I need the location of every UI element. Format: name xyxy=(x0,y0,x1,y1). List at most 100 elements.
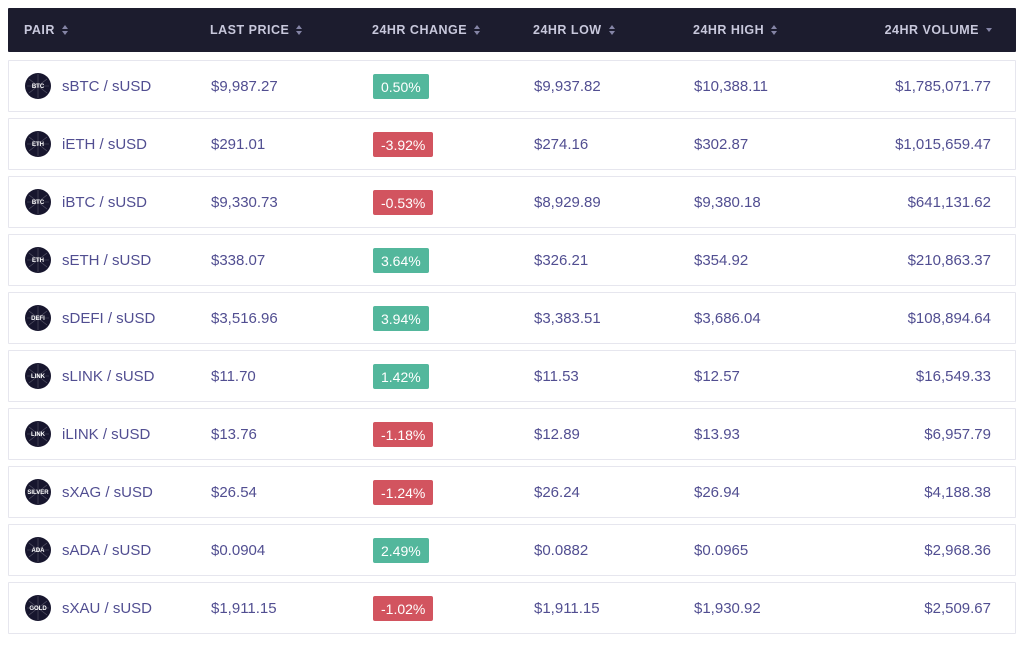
pair-cell: LINK iLINK / sUSD xyxy=(25,421,211,447)
change-badge: -1.02% xyxy=(373,595,434,621)
column-header-last-price[interactable]: LAST PRICE xyxy=(210,23,372,37)
column-header-label: 24HR VOLUME xyxy=(884,23,979,37)
pair-label: iETH / sUSD xyxy=(62,135,148,153)
column-header-24hr-low[interactable]: 24HR LOW xyxy=(533,23,693,37)
table-row[interactable]: LINK sLINK / sUSD $11.70 1.42% $11.53 $1… xyxy=(8,350,1016,402)
pair-cell: ADA sADA / sUSD xyxy=(25,537,211,563)
change-cell: 2.49% xyxy=(373,537,534,563)
column-header-label: 24HR LOW xyxy=(533,23,602,37)
table-row[interactable]: BTC sBTC / sUSD $9,987.27 0.50% $9,937.8… xyxy=(8,60,1016,112)
sort-updown-icon xyxy=(296,25,303,35)
table-row[interactable]: GOLD sXAU / sUSD $1,911.15 -1.02% $1,911… xyxy=(8,582,1016,634)
sort-desc-icon xyxy=(986,28,992,32)
svg-text:ETH: ETH xyxy=(32,142,44,148)
volume-cell: $641,131.62 xyxy=(907,193,991,211)
low-cell: $26.24 xyxy=(534,483,580,501)
svg-text:SILVER: SILVER xyxy=(27,490,49,496)
svg-text:DEFI: DEFI xyxy=(31,316,45,322)
currency-icon: ETH xyxy=(25,247,51,273)
currency-icon: LINK xyxy=(25,363,51,389)
last-price-cell: $9,987.27 xyxy=(211,77,278,95)
change-cell: -1.18% xyxy=(373,421,534,447)
pair-label: sBTC / sUSD xyxy=(62,77,152,95)
currency-icon: BTC xyxy=(25,73,51,99)
pair-cell: LINK sLINK / sUSD xyxy=(25,363,211,389)
change-cell: 3.94% xyxy=(373,305,534,331)
column-header-label: LAST PRICE xyxy=(210,23,290,37)
pair-cell: ETH iETH / sUSD xyxy=(25,131,211,157)
column-header-24hr-high[interactable]: 24HR HIGH xyxy=(693,23,869,37)
volume-cell: $6,957.79 xyxy=(924,425,991,443)
change-badge: -3.92% xyxy=(373,131,434,157)
pair-cell: BTC sBTC / sUSD xyxy=(25,73,211,99)
pair-label: iBTC / sUSD xyxy=(62,193,148,211)
pair-cell: ETH sETH / sUSD xyxy=(25,247,211,273)
pair-label: sXAG / sUSD xyxy=(62,483,153,501)
column-header-24hr-change[interactable]: 24HR CHANGE xyxy=(372,23,533,37)
currency-icon: BTC xyxy=(25,189,51,215)
currency-icon: DEFI xyxy=(25,305,51,331)
svg-text:GOLD: GOLD xyxy=(29,606,47,612)
sort-updown-icon xyxy=(608,25,615,35)
table-row[interactable]: BTC iBTC / sUSD $9,330.73 -0.53% $8,929.… xyxy=(8,176,1016,228)
change-badge: -0.53% xyxy=(373,189,434,215)
pair-label: iLINK / sUSD xyxy=(62,425,151,443)
column-header-label: PAIR xyxy=(24,23,55,37)
table-row[interactable]: ETH sETH / sUSD $338.07 3.64% $326.21 $3… xyxy=(8,234,1016,286)
table-header: PAIR LAST PRICE 24HR CHANGE 24HR LOW 24H… xyxy=(8,8,1016,52)
change-badge: -1.24% xyxy=(373,479,434,505)
currency-icon: LINK xyxy=(25,421,51,447)
table-row[interactable]: ADA sADA / sUSD $0.0904 2.49% $0.0882 $0… xyxy=(8,524,1016,576)
column-header-pair[interactable]: PAIR xyxy=(24,23,210,37)
svg-text:LINK: LINK xyxy=(31,432,46,438)
low-cell: $326.21 xyxy=(534,251,589,269)
volume-cell: $1,785,071.77 xyxy=(895,77,991,95)
change-badge: 3.94% xyxy=(373,305,429,331)
table-row[interactable]: LINK iLINK / sUSD $13.76 -1.18% $12.89 $… xyxy=(8,408,1016,460)
change-badge: 2.49% xyxy=(373,537,429,563)
last-price-cell: $13.76 xyxy=(211,425,257,443)
low-cell: $8,929.89 xyxy=(534,193,601,211)
last-price-cell: $9,330.73 xyxy=(211,193,278,211)
pair-label: sADA / sUSD xyxy=(62,541,152,559)
high-cell: $9,380.18 xyxy=(694,193,761,211)
high-cell: $1,930.92 xyxy=(694,599,761,617)
low-cell: $12.89 xyxy=(534,425,580,443)
table-row[interactable]: DEFI sDEFI / sUSD $3,516.96 3.94% $3,383… xyxy=(8,292,1016,344)
high-cell: $26.94 xyxy=(694,483,740,501)
last-price-cell: $0.0904 xyxy=(211,541,266,559)
volume-cell: $4,188.38 xyxy=(924,483,991,501)
pair-cell: GOLD sXAU / sUSD xyxy=(25,595,211,621)
column-header-24hr-volume[interactable]: 24HR VOLUME xyxy=(869,23,992,37)
last-price-cell: $338.07 xyxy=(211,251,266,269)
sort-updown-icon xyxy=(474,25,481,35)
sort-updown-icon xyxy=(771,25,778,35)
low-cell: $3,383.51 xyxy=(534,309,601,327)
low-cell: $11.53 xyxy=(534,367,579,385)
pair-label: sXAU / sUSD xyxy=(62,599,153,617)
low-cell: $9,937.82 xyxy=(534,77,601,95)
column-header-label: 24HR HIGH xyxy=(693,23,765,37)
volume-cell: $210,863.37 xyxy=(907,251,991,269)
table-row[interactable]: SILVER sXAG / sUSD $26.54 -1.24% $26.24 … xyxy=(8,466,1016,518)
pair-label: sETH / sUSD xyxy=(62,251,152,269)
sort-updown-icon xyxy=(61,25,68,35)
high-cell: $10,388.11 xyxy=(694,77,768,95)
pair-cell: BTC iBTC / sUSD xyxy=(25,189,211,215)
high-cell: $13.93 xyxy=(694,425,740,443)
last-price-cell: $26.54 xyxy=(211,483,257,501)
pair-label: sDEFI / sUSD xyxy=(62,309,156,327)
column-header-label: 24HR CHANGE xyxy=(372,23,468,37)
table-row[interactable]: ETH iETH / sUSD $291.01 -3.92% $274.16 $… xyxy=(8,118,1016,170)
change-cell: 3.64% xyxy=(373,247,534,273)
volume-cell: $108,894.64 xyxy=(907,309,991,327)
low-cell: $1,911.15 xyxy=(534,599,600,617)
change-cell: -3.92% xyxy=(373,131,534,157)
volume-cell: $16,549.33 xyxy=(915,367,991,385)
volume-cell: $2,968.36 xyxy=(924,541,991,559)
last-price-cell: $291.01 xyxy=(211,135,266,153)
high-cell: $354.92 xyxy=(694,251,749,269)
high-cell: $12.57 xyxy=(694,367,740,385)
change-cell: -0.53% xyxy=(373,189,534,215)
